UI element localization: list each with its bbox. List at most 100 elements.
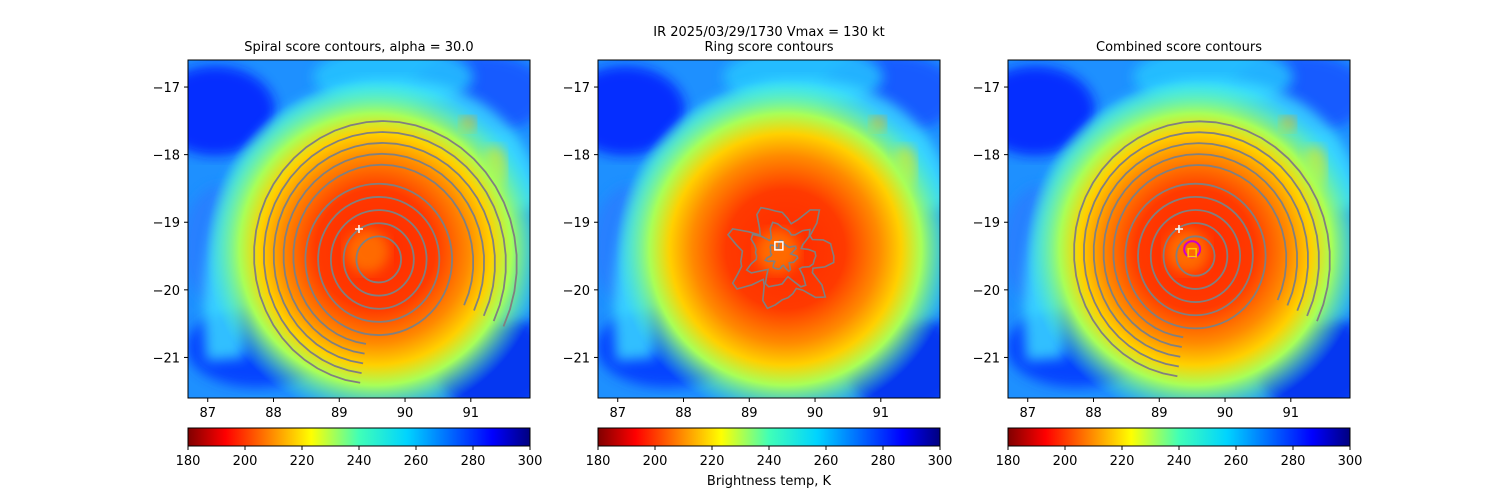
score-contours [726,206,835,310]
figure-title-line1: IR 2025/03/29/1730 Vmax = 130 kt [653,25,884,40]
x-tick-label: 88 [1085,406,1102,421]
colorbar-tick-label: 300 [928,454,953,469]
y-tick-label: −19 [563,216,590,231]
colorbar-tick-label: 260 [404,454,429,469]
x-tick-label: 90 [807,406,824,421]
x-tick-label: 88 [675,406,692,421]
first-guess-plus-marker [355,225,363,233]
score-contour [329,209,428,310]
x-tick-label: 87 [199,406,216,421]
score-contour [292,163,474,345]
score-contour [1124,182,1267,330]
panel-title: Combined score contours [1096,40,1262,55]
colorbar: 180 200 220 240 260 280 300 [176,427,543,469]
score-contour [764,239,799,273]
score-contour [1083,131,1320,368]
colorbar-tick-label: 180 [996,454,1021,469]
colorbar-tick-label: 280 [1281,454,1306,469]
x-tick-label: 90 [1217,406,1234,421]
y-tick-label: −18 [563,149,590,164]
x-tick-label: 91 [873,406,890,421]
y-tick-label: −17 [973,81,1000,96]
score-contour [1162,222,1229,290]
colorbar-tick-label: 220 [700,454,725,469]
y-tick-label: −20 [973,284,1000,299]
panel-spiral: Spiral score contours, alpha = 30.0 87 88 8… [153,40,543,469]
center-square-marker [1187,247,1197,258]
center-square-marker [774,241,784,251]
x-tick-label: 91 [1283,406,1300,421]
colorbar-tick-label: 260 [814,454,839,469]
x-tick-label: 90 [397,406,414,421]
colorbar-tick-label: 240 [1167,454,1192,469]
y-tick-label: −21 [153,351,180,366]
panel-title: Spiral score contours, alpha = 30.0 [244,40,473,55]
ir-image [598,60,940,398]
score-contour [1112,164,1288,339]
panel-title: Ring score contours [704,40,833,55]
colorbar: 180 200 220 240 260 280 300 [586,427,953,469]
axes-frame [187,59,531,399]
y-tick-label: −18 [153,149,180,164]
colorbar-tick-label: 180 [586,454,611,469]
score-contour [282,152,485,355]
colorbar: 180 200 220 240 260 280 300 [996,427,1363,469]
x-tick-label: 87 [609,406,626,421]
x-tick-label: 88 [265,406,282,421]
panel-ring: Ring score contours 87 88 89 90 91 −17 −18 −19 −2… [563,40,953,469]
panel-combined: Combined score contours 87 88 89 90 91 −17 −18 −… [973,40,1363,469]
score-contour [272,141,496,365]
x-tick-label: 89 [1151,406,1168,421]
score-contour [1092,142,1309,358]
score-contour [1102,153,1298,348]
colorbar-tick-label: 300 [518,454,543,469]
y-tick-label: −21 [563,351,590,366]
colorbar-gradient [187,427,531,447]
first-guess-plus-marker [1175,225,1183,233]
colorbar-tick-label: 240 [347,454,372,469]
x-tick-label: 87 [1019,406,1036,421]
y-tick-label: −17 [153,81,180,96]
score-contour [253,120,518,384]
colorbar-tick-label: 200 [233,454,258,469]
score-contour [263,131,507,374]
score-contour [317,196,441,323]
colorbar-tick-label: 220 [290,454,315,469]
colorbar-tick-label: 200 [643,454,668,469]
x-tick-label: 89 [741,406,758,421]
colorbar-gradient [1007,427,1351,447]
x-tick-label: 91 [463,406,480,421]
colorbar-tick-label: 220 [1110,454,1135,469]
colorbar-tick-label: 280 [871,454,896,469]
score-contour [726,206,835,310]
y-tick-label: −20 [153,284,180,299]
score-contour [745,221,817,288]
colorbar-tick-label: 180 [176,454,201,469]
x-tick-label: 89 [331,406,348,421]
score-contours [1073,120,1331,378]
y-tick-label: −19 [153,216,180,231]
score-contour [304,182,453,336]
axes-frame [597,59,941,399]
score-contour [342,222,415,297]
colorbar-tick-label: 280 [461,454,486,469]
colorbar-tick-label: 300 [1338,454,1363,469]
axes-frame [1007,59,1351,399]
score-contour [1073,120,1331,378]
y-tick-label: −18 [973,149,1000,164]
score-contour [1137,195,1254,317]
y-tick-label: −17 [563,81,590,96]
score-contour [355,235,402,284]
colorbar-gradient [597,427,941,447]
score-contour [1175,235,1216,277]
score-contours [253,120,518,384]
colorbar-label: Brightness temp, K [707,474,832,489]
y-tick-label: −20 [563,284,590,299]
colorbar-tick-label: 240 [757,454,782,469]
colorbar-tick-label: 200 [1053,454,1078,469]
y-tick-label: −19 [973,216,1000,231]
score-contour [1149,209,1241,303]
colorbar-tick-label: 260 [1224,454,1249,469]
y-tick-label: −21 [973,351,1000,366]
